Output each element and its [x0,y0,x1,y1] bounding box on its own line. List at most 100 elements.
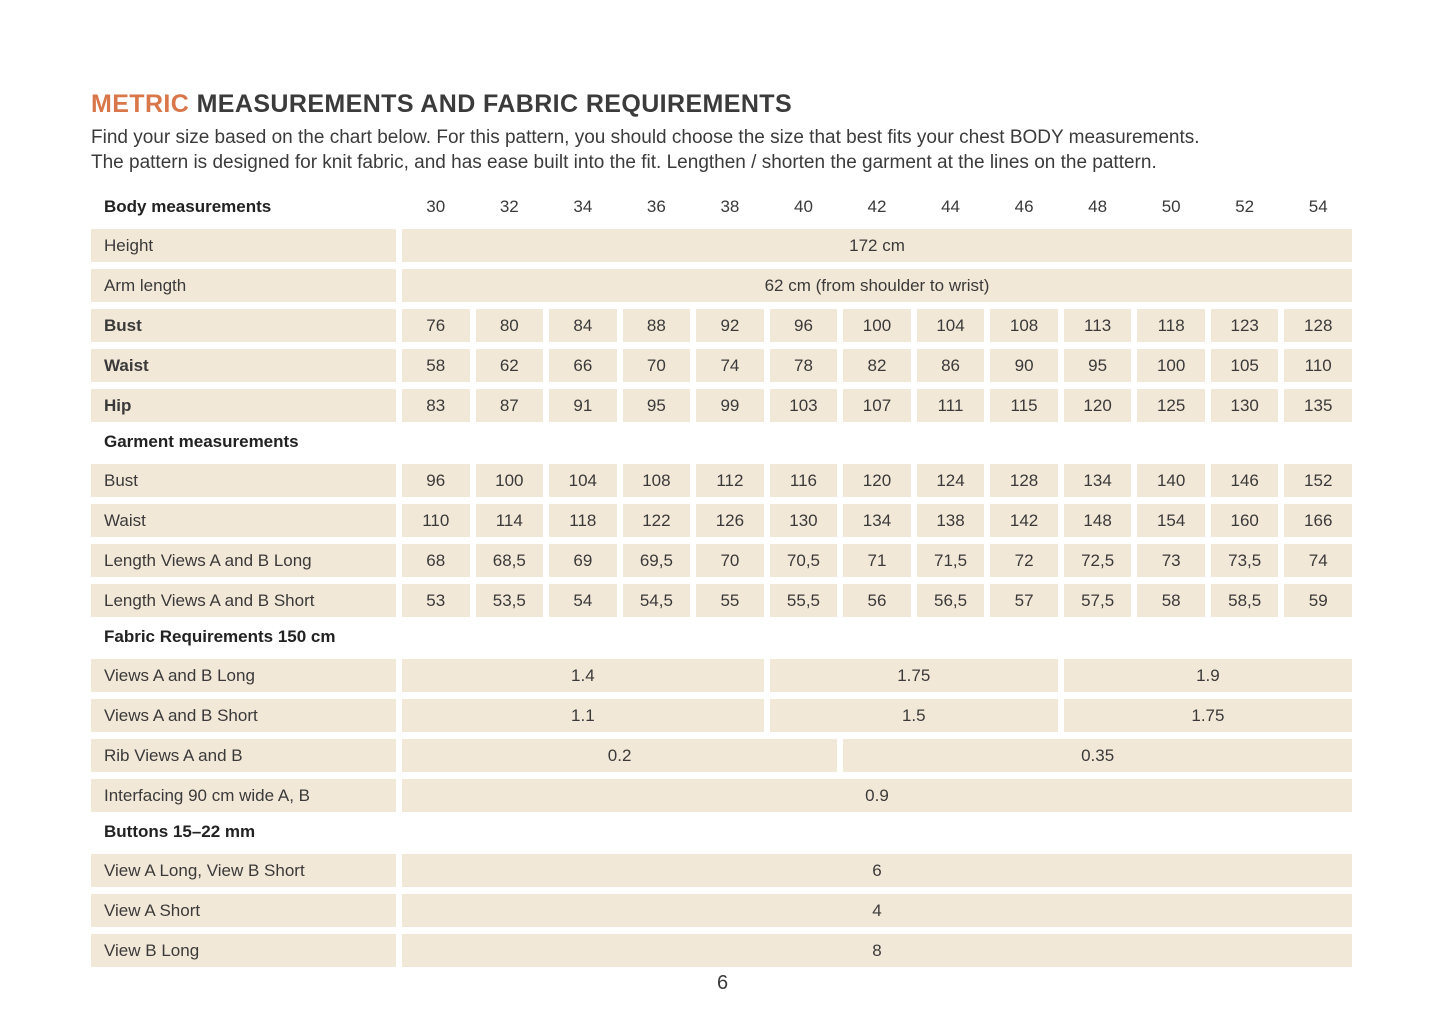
height-value: 172 cm [402,229,1352,262]
buttons-count: 8 [402,934,1352,967]
cell: 115 [990,389,1058,422]
size-header-row: Body measurements 30 32 34 36 38 40 42 4… [91,192,1352,222]
row-buttons-a-short: View A Short 4 [91,894,1352,927]
page-number: 6 [716,972,729,994]
cell: 55,5 [769,584,838,617]
row-label-views-long: Views A and B Long [91,659,396,692]
cell: 72 [990,544,1058,577]
row-label-length-short: Length Views A and B Short [91,584,396,617]
cell: 135 [1284,389,1352,422]
cell: 95 [622,389,691,422]
cell: 114 [475,504,544,537]
fabric-value: 1.9 [1063,659,1352,692]
fabric-value: 0.35 [843,739,1352,772]
cell: 56,5 [916,584,985,617]
intro-line-1: Find your size based on the chart below.… [91,127,1200,148]
fabric-value: 0.2 [402,739,838,772]
buttons-header: Buttons 15–22 mm [104,822,256,841]
cell: 100 [475,464,544,497]
fabric-requirements-header: Fabric Requirements 150 cm [104,627,336,646]
row-length-long: Length Views A and B Long 68 68,5 69 69,… [91,544,1352,577]
cell: 126 [696,504,764,537]
cell: 96 [769,309,838,342]
cell: 54,5 [622,584,691,617]
cell: 56 [843,584,911,617]
cell: 116 [769,464,838,497]
cell: 108 [990,309,1058,342]
fabric-value: 1.5 [769,699,1058,732]
cell: 138 [916,504,985,537]
cell: 86 [916,349,985,382]
size-column-header: 34 [573,197,593,216]
cell: 160 [1210,504,1279,537]
cell: 130 [1210,389,1279,422]
cell: 99 [696,389,764,422]
row-length-short: Length Views A and B Short 53 53,5 54 54… [91,584,1352,617]
cell: 80 [475,309,544,342]
size-column-header: 44 [941,197,960,216]
cell: 72,5 [1063,544,1132,577]
cell: 70 [622,349,691,382]
fabric-value: 0.9 [402,779,1352,812]
page-content: METRIC MEASUREMENTS AND FABRIC REQUIREME… [91,90,1352,974]
cell: 69 [549,544,617,577]
arm-length-value: 62 cm (from shoulder to wrist) [402,269,1352,302]
cell: 118 [549,504,617,537]
cell: 120 [1063,389,1132,422]
cell: 134 [1063,464,1132,497]
cell: 100 [1137,349,1205,382]
size-column-header: 42 [867,197,887,216]
row-body-waist: Waist 58 62 66 70 74 78 82 86 90 95 100 … [91,349,1352,382]
row-label-garment-waist: Waist [91,504,396,537]
cell: 108 [622,464,691,497]
cell: 142 [990,504,1058,537]
cell: 83 [402,389,470,422]
cell: 154 [1137,504,1205,537]
fabric-value: 1.75 [1063,699,1352,732]
size-column-header: 32 [499,197,519,216]
row-label-buttons-3: View B Long [91,934,396,967]
row-label-bust: Bust [91,309,396,342]
cell: 100 [843,309,911,342]
cell: 78 [769,349,838,382]
row-fabric-views-short: Views A and B Short 1.1 1.5 1.75 [91,699,1352,732]
row-label-length-long: Length Views A and B Long [91,544,396,577]
cell: 82 [843,349,911,382]
cell: 104 [916,309,985,342]
row-body-hip: Hip 83 87 91 95 99 103 107 111 115 120 1… [91,389,1352,422]
cell: 92 [696,309,764,342]
row-arm-length: Arm length 62 cm (from shoulder to wrist… [91,269,1352,302]
cell: 104 [549,464,617,497]
cell: 124 [916,464,985,497]
cell: 122 [622,504,691,537]
row-fabric-views-long: Views A and B Long 1.4 1.75 1.9 [91,659,1352,692]
row-fabric-interfacing: Interfacing 90 cm wide A, B 0.9 [91,779,1352,812]
row-label-rib: Rib Views A and B [91,739,396,772]
fabric-value: 1.75 [769,659,1058,692]
cell: 59 [1284,584,1352,617]
cell: 146 [1210,464,1279,497]
cell: 73 [1137,544,1205,577]
cell: 87 [475,389,544,422]
cell: 58 [1137,584,1205,617]
cell: 152 [1284,464,1352,497]
cell: 68,5 [475,544,544,577]
cell: 110 [1284,349,1352,382]
row-label-waist: Waist [91,349,396,382]
cell: 103 [769,389,838,422]
cell: 74 [696,349,764,382]
size-column-header: 40 [793,197,813,216]
row-garment-bust: Bust 96 100 104 108 112 116 120 124 128 … [91,464,1352,497]
size-column-header: 50 [1161,197,1181,216]
intro-text: Find your size based on the chart below.… [91,125,1352,175]
title-highlight: METRIC [91,90,190,118]
size-column-header: 30 [426,197,446,216]
fabric-value: 1.4 [402,659,764,692]
cell: 55 [696,584,764,617]
row-label-garment-bust: Bust [91,464,396,497]
cell: 68 [402,544,470,577]
cell: 71 [843,544,911,577]
row-garment-waist: Waist 110 114 118 122 126 130 134 138 14… [91,504,1352,537]
cell: 54 [549,584,617,617]
